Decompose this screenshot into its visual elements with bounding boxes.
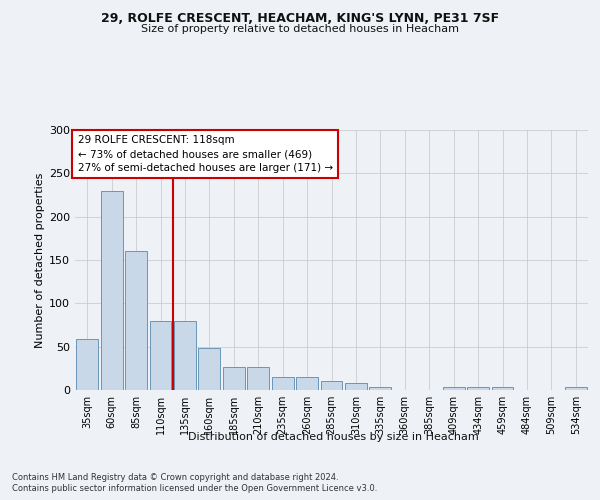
Bar bbox=[345, 383, 367, 390]
Bar bbox=[199, 348, 220, 390]
Text: 29, ROLFE CRESCENT, HEACHAM, KING'S LYNN, PE31 7SF: 29, ROLFE CRESCENT, HEACHAM, KING'S LYNN… bbox=[101, 12, 499, 26]
Text: Size of property relative to detached houses in Heacham: Size of property relative to detached ho… bbox=[141, 24, 459, 34]
Bar bbox=[149, 320, 172, 390]
Bar bbox=[101, 190, 122, 390]
Bar bbox=[223, 366, 245, 390]
Text: Contains HM Land Registry data © Crown copyright and database right 2024.: Contains HM Land Registry data © Crown c… bbox=[12, 472, 338, 482]
Bar bbox=[443, 386, 464, 390]
Bar bbox=[174, 320, 196, 390]
Bar bbox=[272, 377, 293, 390]
Bar bbox=[565, 388, 587, 390]
Text: Contains public sector information licensed under the Open Government Licence v3: Contains public sector information licen… bbox=[12, 484, 377, 493]
Y-axis label: Number of detached properties: Number of detached properties bbox=[35, 172, 45, 348]
Bar bbox=[125, 252, 147, 390]
Bar bbox=[491, 386, 514, 390]
Bar bbox=[247, 366, 269, 390]
Bar bbox=[76, 339, 98, 390]
Text: 29 ROLFE CRESCENT: 118sqm
← 73% of detached houses are smaller (469)
27% of semi: 29 ROLFE CRESCENT: 118sqm ← 73% of detac… bbox=[77, 135, 332, 173]
Bar bbox=[296, 377, 318, 390]
Bar bbox=[320, 382, 343, 390]
Bar bbox=[467, 386, 489, 390]
Bar bbox=[370, 386, 391, 390]
Text: Distribution of detached houses by size in Heacham: Distribution of detached houses by size … bbox=[188, 432, 478, 442]
